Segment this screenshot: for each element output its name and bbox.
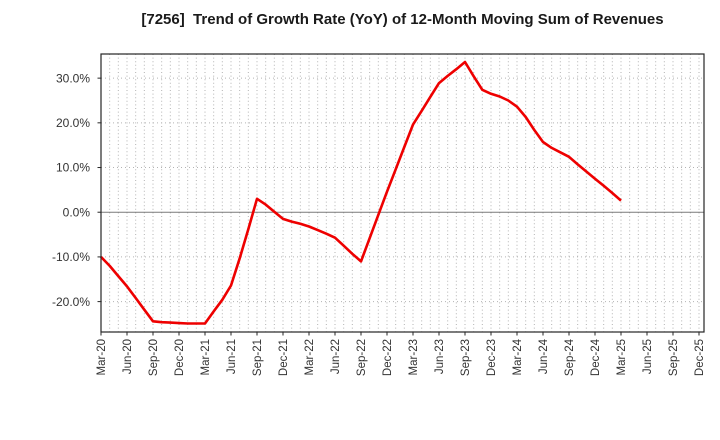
x-tick-label: Mar-20	[96, 339, 108, 375]
x-tick-label: Jun-22	[330, 339, 342, 374]
y-tick-label: 0.0%	[63, 205, 91, 219]
chart-title: [7256] Trend of Growth Rate (YoY) of 12-…	[141, 11, 664, 28]
y-tick-label: 20.0%	[56, 116, 90, 130]
y-tick-label: 30.0%	[56, 71, 90, 85]
y-gridlines	[101, 77, 704, 303]
x-tick-label: Dec-24	[590, 338, 602, 376]
y-tick-label: 10.0%	[56, 161, 90, 175]
x-tick-label: Dec-25	[694, 339, 706, 376]
x-tick-label: Sep-24	[564, 338, 576, 376]
x-gridlines	[100, 54, 700, 332]
x-tick-label: Dec-21	[278, 339, 290, 376]
x-tick-label: Mar-22	[304, 339, 316, 375]
x-tick-label: Mar-23	[408, 339, 420, 375]
x-tick-label: Sep-22	[356, 339, 368, 376]
x-axis-labels: Mar-20 Jun-20 Sep-20 Dec-20 Mar-21 Jun-21 Sep-…	[96, 338, 706, 376]
x-tick-label: Mar-24	[512, 338, 524, 375]
x-tick-label: Dec-20	[174, 339, 186, 376]
x-tick-label: Sep-23	[460, 339, 472, 376]
x-tick-label: Mar-25	[616, 339, 628, 375]
x-tick-label: Sep-25	[668, 339, 680, 376]
x-tick-label: Jun-25	[642, 339, 654, 374]
x-tick-label: Dec-22	[382, 339, 394, 376]
x-tick-label: Jun-23	[434, 339, 446, 374]
plot-border	[100, 53, 705, 333]
revenue-growth-line	[100, 60, 622, 325]
x-tick-label: Mar-21	[200, 339, 212, 375]
x-tick-label: Jun-24	[538, 338, 550, 374]
axis-ticks	[97, 77, 700, 336]
y-tick-label: -20.0%	[52, 295, 90, 309]
x-tick-label: Sep-21	[252, 339, 264, 376]
x-tick-label: Sep-20	[148, 339, 160, 376]
x-tick-label: Jun-20	[122, 339, 134, 374]
x-tick-label: Dec-23	[486, 339, 498, 376]
y-axis-labels: 30.0% 20.0% 10.0% 0.0% -10.0% -20.0%	[52, 71, 90, 308]
x-tick-label: Jun-21	[226, 339, 238, 374]
y-tick-label: -10.0%	[52, 250, 90, 264]
